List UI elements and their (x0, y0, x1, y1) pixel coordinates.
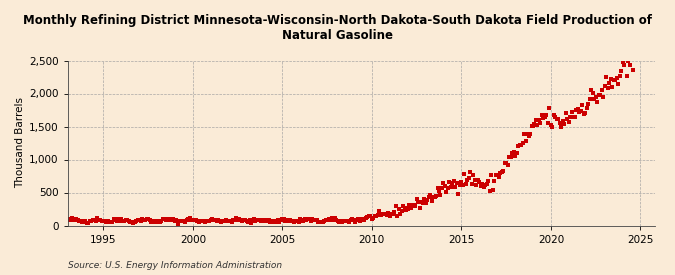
Text: Monthly Refining District Minnesota-Wisconsin-North Dakota-South Dakota Field Pr: Monthly Refining District Minnesota-Wisc… (23, 14, 652, 42)
Y-axis label: Thousand Barrels: Thousand Barrels (15, 98, 25, 188)
Text: Source: U.S. Energy Information Administration: Source: U.S. Energy Information Administ… (68, 260, 281, 270)
